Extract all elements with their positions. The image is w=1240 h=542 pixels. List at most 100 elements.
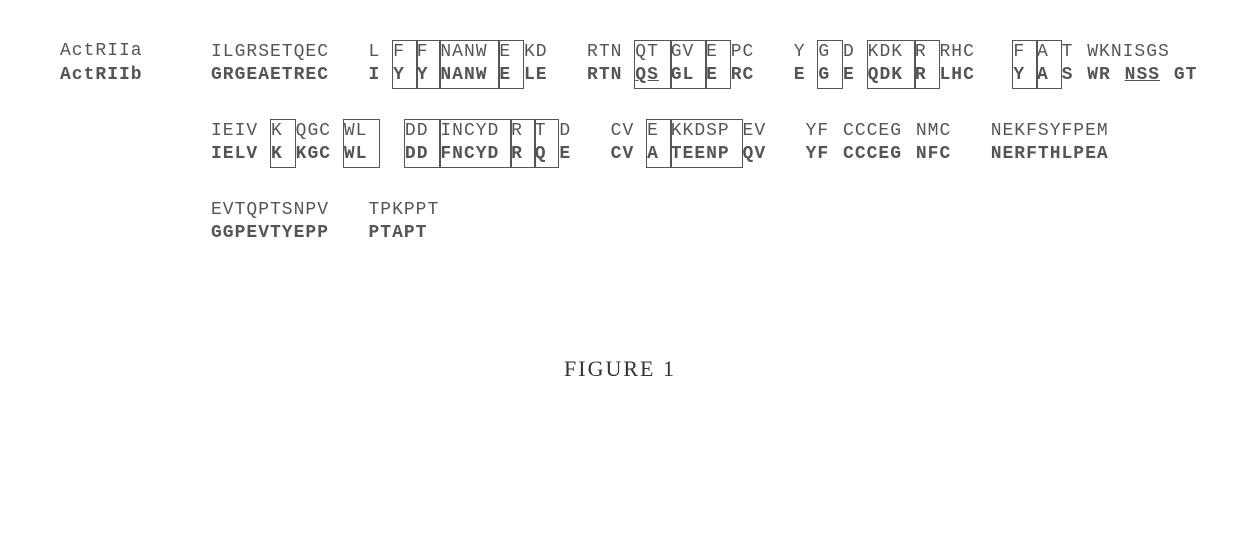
residue-segment: QGC <box>295 119 344 143</box>
residue-segment: RC <box>730 64 767 88</box>
residue-segment: Y <box>392 64 418 88</box>
sequence-gap <box>342 222 368 246</box>
residue-segment: G <box>817 40 843 64</box>
residue-segment: Q <box>534 143 560 167</box>
residue-segment: A <box>1036 40 1062 64</box>
residue-segment: RTN <box>586 40 635 64</box>
alignment-row-a: IEIVKQGCWL DDINCYDRTD CVEKKDSPEV YFCCCEG… <box>60 119 1198 143</box>
residue-segment: F <box>392 40 418 64</box>
residue-segment: LE <box>523 64 560 88</box>
residue-segment: Y <box>793 40 819 64</box>
residue-segment: RHC <box>939 40 988 64</box>
residue-segment: NMC <box>915 119 964 143</box>
residue-segment: FNCYD <box>439 143 512 167</box>
residue-segment: K <box>270 119 296 143</box>
residue-segment: Y <box>416 64 442 88</box>
residue-segment: NANW <box>439 40 500 64</box>
sequence-gap <box>584 119 610 143</box>
residue-segment: PTAPT <box>367 222 428 246</box>
alignment-block-2: IEIVKQGCWL DDINCYDRTD CVEKKDSPEV YFCCCEG… <box>60 119 1198 168</box>
residue-segment: E <box>646 119 672 143</box>
sequence-gap <box>560 40 586 64</box>
sequence-gap <box>988 64 1014 88</box>
residue-segment: WKNISGS <box>1086 40 1171 64</box>
residue-segment: F <box>1012 40 1038 64</box>
residue-segment: K <box>270 143 296 167</box>
residue-segment: GT <box>1173 64 1199 88</box>
alignment-row-a: EVTQPTSNPV TPKPPT <box>60 198 1198 222</box>
label-actriia: ActRIIa <box>60 40 143 63</box>
sequence-gap <box>342 40 368 64</box>
residue-segment: E <box>793 64 819 88</box>
residue-segment: A <box>1036 64 1062 88</box>
sequence-b-2: IELVKKGCWL DDFNCYDRQE CVATEENPQV YFCCCEG… <box>210 143 1110 167</box>
residue-segment: Y <box>1012 64 1038 88</box>
sequence-gap <box>779 119 805 143</box>
sequence-gap <box>767 64 793 88</box>
residue-segment: QV <box>742 143 779 167</box>
residue-segment: NERFTHLPEA <box>990 143 1110 167</box>
residue-segment: IEIV <box>210 119 271 143</box>
residue-segment: NANW <box>439 64 500 88</box>
residue-segment: PC <box>730 40 767 64</box>
residue-segment: D <box>558 119 584 143</box>
figure-caption: FIGURE 1 <box>60 356 1180 382</box>
sequence-gap <box>379 143 405 167</box>
sequence-gap <box>767 40 793 64</box>
residue-segment: R <box>510 143 536 167</box>
alignment-block-1: ActRIIa ILGRSETQEC LFFNANWEKD RTNQTGVEPC… <box>60 40 1198 89</box>
alignment-row-a: ActRIIa ILGRSETQEC LFFNANWEKD RTNQTGVEPC… <box>60 40 1198 64</box>
residue-segment: RTN <box>586 64 635 88</box>
residue-segment: NSS <box>1124 64 1173 88</box>
residue-segment: NFC <box>915 143 964 167</box>
sequence-gap <box>342 64 368 88</box>
residue-segment: GGPEVTYEPP <box>210 222 342 246</box>
residue-segment: CCCEG <box>842 119 915 143</box>
sequence-gap <box>379 119 405 143</box>
residue-segment: I <box>367 64 393 88</box>
residue-segment: E <box>842 64 868 88</box>
sequence-gap <box>342 198 368 222</box>
residue-segment: EVTQPTSNPV <box>210 198 342 222</box>
sequence-gap <box>988 40 1014 64</box>
alignment-row-b: GGPEVTYEPP PTAPT <box>60 222 1198 246</box>
residue-segment: WL <box>343 119 380 143</box>
residue-segment: CV <box>610 119 647 143</box>
label-actriib: ActRIIb <box>60 64 143 87</box>
residue-segment: ILGRSETQEC <box>210 40 342 64</box>
sequence-b-3: GGPEVTYEPP PTAPT <box>210 222 428 246</box>
residue-segment: R <box>510 119 536 143</box>
residue-segment: WL <box>343 143 380 167</box>
residue-segment: D <box>842 40 868 64</box>
residue-segment: E <box>705 40 731 64</box>
residue-segment: GL <box>670 64 707 88</box>
residue-segment: T <box>1061 40 1087 64</box>
residue-segment: QT <box>634 40 671 64</box>
residue-segment: GRGEAETREC <box>210 64 342 88</box>
sequence-a-2: IEIVKQGCWL DDINCYDRTD CVEKKDSPEV YFCCCEG… <box>210 119 1110 143</box>
residue-segment: F <box>416 40 442 64</box>
residue-segment: KD <box>523 40 560 64</box>
sequence-b-1: GRGEAETREC IYYNANWELE RTNQSGLERC EGEQDKR… <box>210 64 1198 88</box>
residue-segment: KDK <box>867 40 916 64</box>
sequence-a-3: EVTQPTSNPV TPKPPT <box>210 198 440 222</box>
residue-segment: DD <box>404 143 441 167</box>
residue-segment: KKDSP <box>670 119 743 143</box>
residue-segment: R <box>914 40 940 64</box>
residue-segment: GV <box>670 40 707 64</box>
residue-segment: A <box>646 143 672 167</box>
residue-segment: IELV <box>210 143 271 167</box>
residue-segment: CCCEG <box>842 143 915 167</box>
residue-segment: E <box>705 64 731 88</box>
alignment-row-b: IELVKKGCWL DDFNCYDRQE CVATEENPQV YFCCCEG… <box>60 143 1198 167</box>
residue-segment: INCYD <box>439 119 512 143</box>
residue-segment: KGC <box>295 143 344 167</box>
residue-segment: QDK <box>867 64 916 88</box>
sequence-gap <box>560 64 586 88</box>
residue-segment: WR <box>1086 64 1123 88</box>
sequence-gap <box>584 143 610 167</box>
residue-segment: L <box>367 40 393 64</box>
residue-segment: G <box>817 64 843 88</box>
residue-segment: TPKPPT <box>367 198 440 222</box>
sequence-gap <box>964 143 990 167</box>
